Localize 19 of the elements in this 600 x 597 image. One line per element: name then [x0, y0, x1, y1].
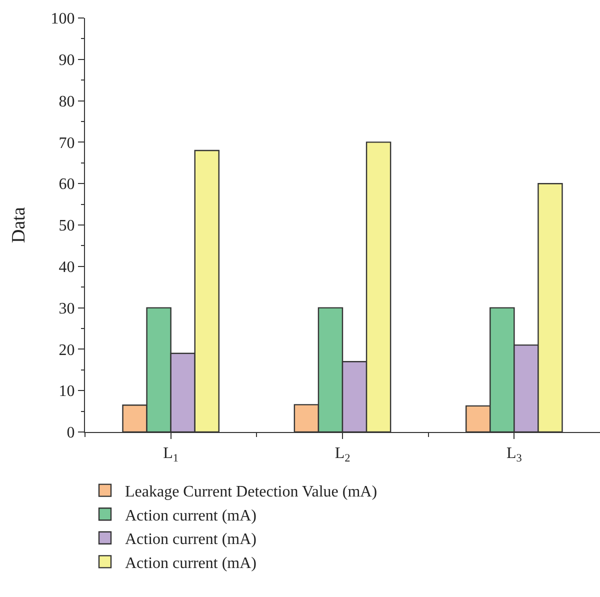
y-tick-label: 90	[58, 52, 75, 69]
y-tick-label: 20	[58, 342, 75, 359]
x-tick-label: L$_{1}$	[163, 445, 179, 465]
y-tick-label: 100	[50, 10, 75, 28]
x-tick-label: L$_{2}$	[334, 445, 350, 465]
y-tick-label: 70	[58, 134, 75, 152]
legend-label: Action current (mA)	[125, 507, 257, 524]
legend-label: Leakage Current Detection Value (mA)	[125, 484, 378, 501]
y-tick-label: 40	[58, 259, 75, 276]
y-tick-label: 50	[58, 218, 75, 235]
y-tick-label: 30	[58, 300, 75, 318]
x-tick-label: L$_{3}$	[506, 445, 522, 465]
legend-label: Action current (mA)	[125, 531, 257, 548]
y-tick-label: 80	[58, 93, 75, 110]
y-tick-label: 10	[58, 383, 75, 400]
legend-label: Action current (mA)	[125, 554, 257, 572]
y-tick-label: 60	[58, 176, 75, 194]
y-tick-label: 0	[66, 424, 75, 442]
y-axis-title: Data	[8, 206, 30, 243]
